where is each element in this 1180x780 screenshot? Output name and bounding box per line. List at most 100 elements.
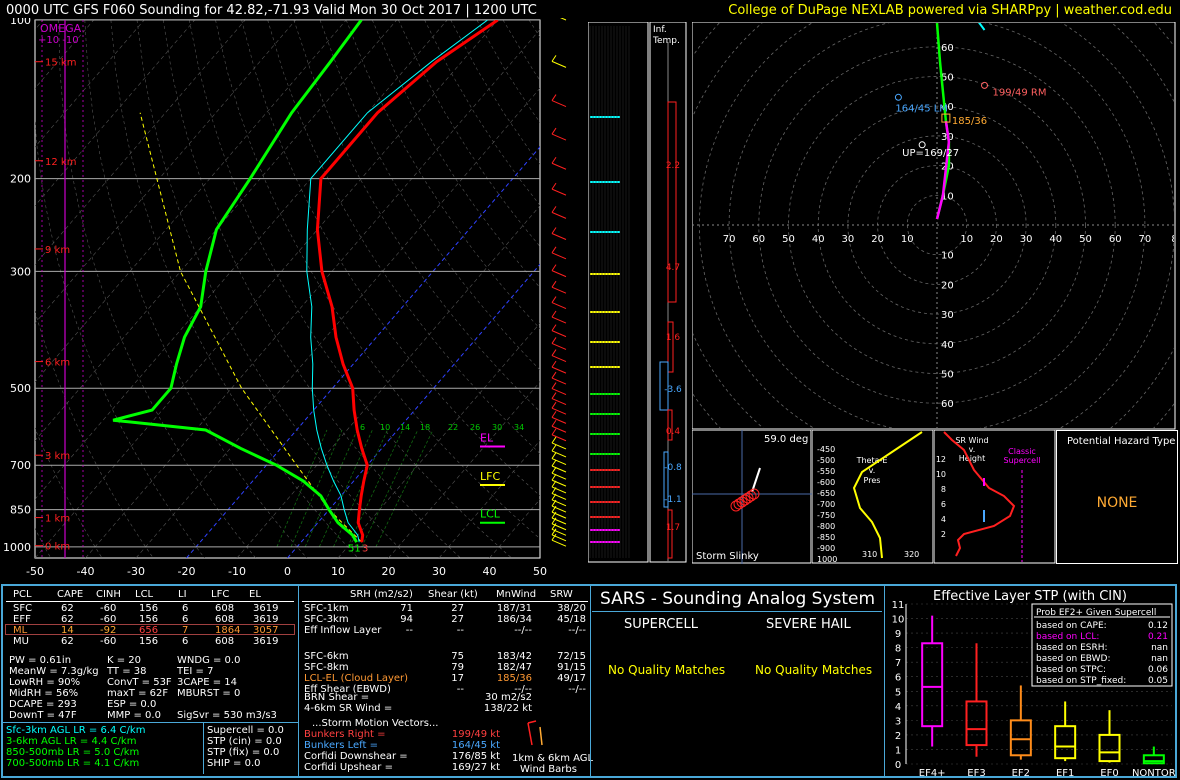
hodo-ring [788, 76, 1086, 374]
hodo-point-label: 199/49 RM [993, 87, 1047, 98]
parcel-cell: 6 [182, 614, 189, 625]
wind-barb-flag [551, 473, 557, 481]
hodo-ring [693, 23, 1174, 428]
omega-title: OMEGA [40, 22, 82, 35]
wind-barb [551, 486, 567, 494]
stp-box [1054, 725, 1077, 760]
wind-barb [551, 342, 567, 350]
hodo-y-tick: 50 [941, 73, 954, 84]
stp-legend-label: based on STP_fixed: [1036, 676, 1126, 686]
parcel-cell: MU [13, 636, 29, 647]
height-label: 6 km [45, 358, 70, 369]
parcel-header: CINH [96, 589, 121, 600]
sars-divider [592, 611, 882, 612]
wind-barb [551, 162, 567, 170]
sars-panel: SARS - Sounding Analog System SUPERCELL … [592, 587, 882, 775]
hodo-point-label: UP=169/27 [902, 148, 959, 159]
hodo-ring [699, 23, 1174, 428]
inftemp-value: 0.4 [666, 427, 681, 437]
wind-barb-flag [551, 505, 557, 513]
parcel-header: LI [178, 589, 187, 600]
wind-barb-flag [551, 528, 557, 536]
slinky-label: Storm Slinky [696, 551, 759, 562]
parcel-cell: 156 [139, 614, 159, 625]
hazard-panel: Potential Hazard Type NONE [1056, 430, 1178, 564]
dry-adiabat [35, 427, 103, 558]
parcel-cell: 62 [61, 614, 74, 625]
kin-header: SRH (m2/s2) [350, 589, 413, 600]
wind-barb-flag [551, 419, 557, 427]
infl-temp-panel: Inf.Temp. 2.2 4.7 1.6 -3.6 0.4 -0.8 -1.1 1.7 [588, 22, 687, 563]
parcel-cell: -60 [100, 614, 117, 625]
parcel-cell: 156 [139, 636, 159, 647]
hodo-point [918, 141, 926, 149]
kin-cell: SFC-6km [304, 651, 349, 662]
thetae-p-tick: -500 [817, 456, 835, 465]
barb-icon [527, 720, 543, 746]
thetae-p-tick: -850 [817, 533, 835, 542]
stp-y-tick: 1 [895, 745, 901, 756]
wind-barb [551, 472, 567, 480]
hodo-y-tick: 50 [941, 370, 954, 381]
inftemp-bar [667, 409, 673, 441]
temp-label: -20 [178, 565, 196, 578]
parcel-header: EL [249, 589, 261, 600]
parcel-cell: 1864 [215, 625, 241, 636]
temp-label: 20 [382, 565, 396, 578]
hodo-x-tick: 10 [960, 234, 973, 245]
kin-cell: -- [456, 684, 464, 695]
dry-adiabat [84, 20, 308, 558]
kin-cell: 186/34 [496, 614, 532, 625]
slinky-ring [736, 496, 748, 508]
inftemp-value: 4.7 [666, 263, 680, 273]
wind-barb [551, 407, 567, 415]
wind-barb [551, 316, 567, 324]
wind-barb-flag [551, 360, 557, 368]
dry-adiabat [267, 20, 540, 454]
kin-header: SRW [550, 589, 573, 600]
stp-legend-value: nan [1151, 643, 1168, 653]
index-value: WNDG = 0.0 [177, 655, 241, 666]
mixing-ratio-line [276, 429, 328, 547]
hodo-body: 70 60 50 40 30 20 10 10 20 30 40 50 60 70 8 60 50 40 30 20 1… [693, 23, 1174, 428]
wind-barb [551, 377, 567, 385]
wind-barb [551, 355, 567, 363]
parcel-cell: 6 [182, 603, 189, 614]
hodo-y-tick: 30 [941, 310, 954, 321]
wind-barb-flag [551, 411, 557, 418]
temp-label: -40 [77, 565, 95, 578]
barbs-label: Wind Barbs [520, 764, 577, 775]
srwind-title: SR Wind [955, 436, 988, 445]
slinky-ring [733, 498, 745, 510]
kin-cell: 17 [451, 673, 464, 684]
kin-cell: 71 [400, 603, 413, 614]
wind-barb [551, 233, 567, 240]
parcel-panel: PCL CAPE CINH LCL LI LFC EL SFC 62 -60 156 6 608 3619… [3, 587, 298, 775]
kin-cell: 94 [400, 614, 413, 625]
hodo-point [981, 81, 989, 89]
wind-barb [551, 270, 567, 278]
isotherm [35, 20, 246, 265]
kin-cell: 183/42 [496, 651, 532, 662]
stp-box [921, 642, 944, 728]
stp-legend-label: based on STPC: [1036, 665, 1106, 675]
thetae-x-tick: 320 [904, 550, 919, 559]
hodo-x-tick: 40 [1049, 234, 1062, 245]
wind-barb-flag [551, 499, 557, 507]
hodo-x-tick: 30 [842, 234, 855, 245]
wind-barb [551, 286, 567, 294]
temp-label: 0 [284, 565, 291, 578]
stp-y-tick: 6 [895, 673, 901, 684]
isotherm [135, 87, 540, 558]
inftemp-value: -1.1 [664, 495, 682, 505]
parcel-header: CAPE [57, 589, 84, 600]
kin-cell: LCL-EL (Cloud Layer) [304, 673, 409, 684]
lapse-rate: Sfc-3km AGL LR = 6.4 C/km [6, 725, 146, 736]
brn-label: BRN Shear = [304, 692, 370, 703]
divider-2 [590, 586, 591, 776]
wind-barb [551, 211, 567, 219]
kin-header: MnWind [496, 589, 537, 600]
wind-barb-flag [551, 392, 557, 399]
stp-legend-value: 0.21 [1148, 632, 1168, 642]
hodo-x-tick: 60 [1109, 234, 1122, 245]
